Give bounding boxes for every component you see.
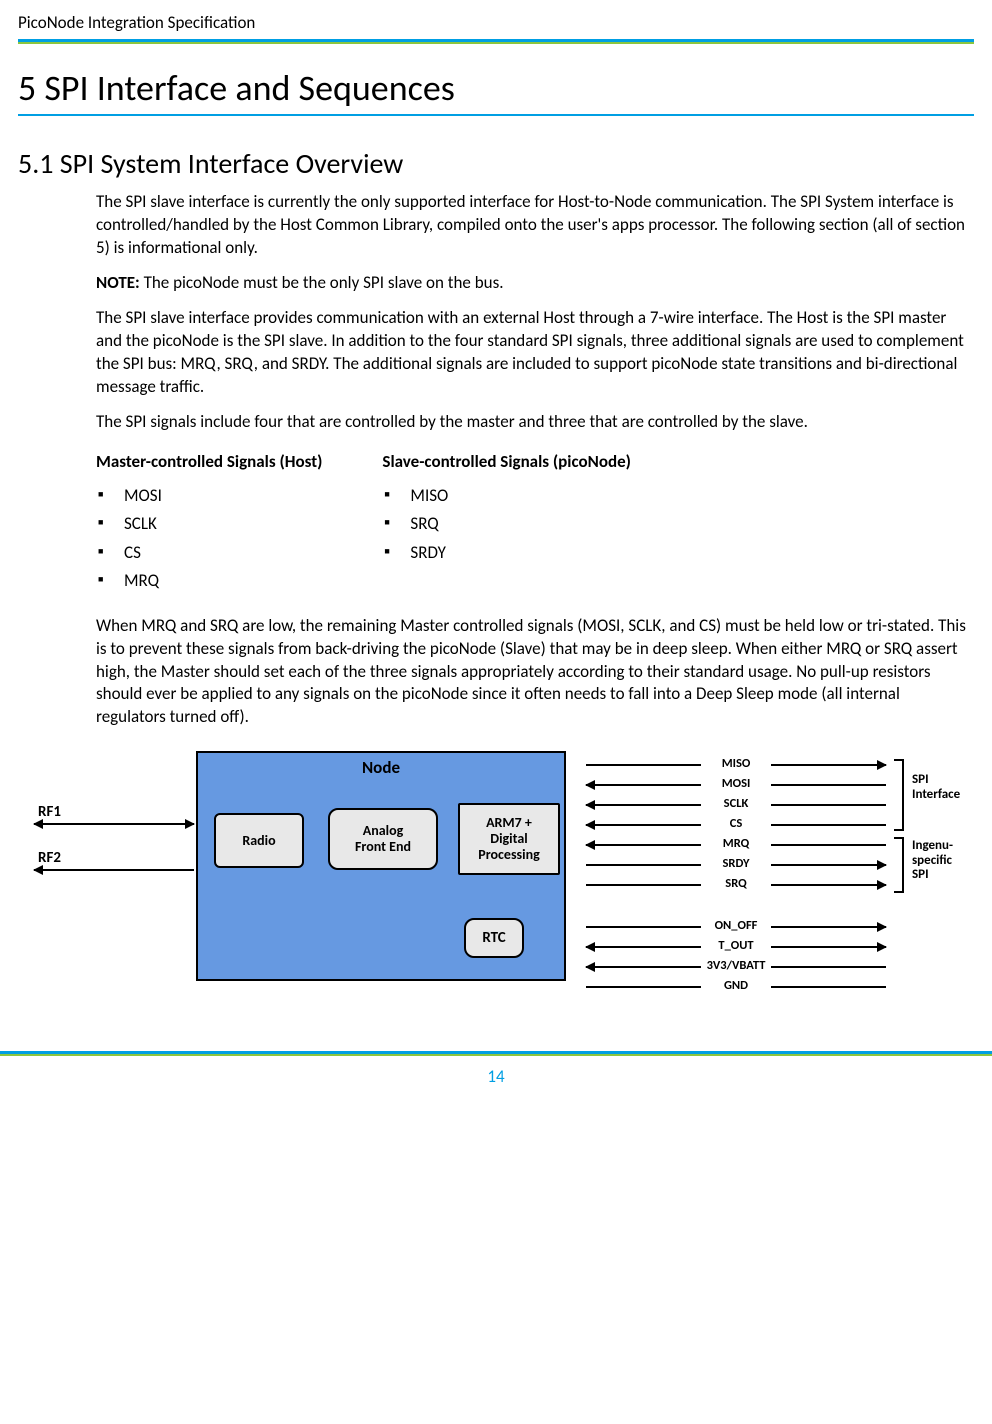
master-signals-column: Master-controlled Signals (Host) MOSISCL… bbox=[96, 451, 322, 594]
list-item: SRQ bbox=[382, 510, 631, 538]
list-item: MOSI bbox=[96, 482, 322, 510]
signal-label: SRDY bbox=[586, 856, 886, 871]
node-box: Node Radio AnalogFront End ARM7 +Digital… bbox=[196, 751, 566, 981]
signal-label: 3V3/VBATT bbox=[586, 958, 886, 973]
list-item: CS bbox=[96, 539, 322, 567]
signal-label: SRQ bbox=[586, 876, 886, 891]
list-item: MRQ bbox=[96, 567, 322, 595]
paragraph-2: The SPI slave interface provides communi… bbox=[96, 307, 966, 399]
slave-signals-title: Slave-controlled Signals (picoNode) bbox=[382, 451, 631, 472]
signal-label: ON_OFF bbox=[586, 918, 886, 933]
signal-label: SCLK bbox=[586, 796, 886, 811]
bracket-spi-label: SPIInterface bbox=[912, 773, 960, 802]
signal-row: MRQ bbox=[586, 835, 886, 855]
list-item: SRDY bbox=[382, 539, 631, 567]
signal-row: SCLK bbox=[586, 795, 886, 815]
bracket-spi bbox=[896, 759, 904, 831]
paragraph-intro: The SPI slave interface is currently the… bbox=[96, 191, 966, 260]
signal-row: 3V3/VBATT bbox=[586, 957, 886, 977]
signal-row: MISO bbox=[586, 755, 886, 775]
master-signals-list: MOSISCLKCSMRQ bbox=[96, 482, 322, 594]
list-item: SCLK bbox=[96, 510, 322, 538]
bracket-ingenu-label: Ingenu-specificSPI bbox=[912, 839, 953, 882]
block-diagram: RF1 RF2 Node Radio AnalogFront End ARM7 … bbox=[96, 741, 992, 1021]
signal-group-power: ON_OFF T_OUT 3V3/VBATT GND bbox=[586, 917, 886, 997]
signal-row: SRQ bbox=[586, 875, 886, 895]
master-signals-title: Master-controlled Signals (Host) bbox=[96, 451, 322, 472]
signal-row: SRDY bbox=[586, 855, 886, 875]
signal-label: GND bbox=[586, 978, 886, 993]
rf1-line bbox=[34, 823, 194, 825]
signal-label: CS bbox=[586, 816, 886, 831]
slave-signals-column: Slave-controlled Signals (picoNode) MISO… bbox=[382, 451, 631, 594]
signal-label: T_OUT bbox=[586, 938, 886, 953]
slave-signals-list: MISOSRQSRDY bbox=[382, 482, 631, 566]
rf2-line bbox=[34, 869, 194, 871]
signal-row: GND bbox=[586, 977, 886, 997]
header-rule bbox=[18, 39, 974, 44]
node-title: Node bbox=[198, 757, 564, 778]
block-afe: AnalogFront End bbox=[328, 808, 438, 870]
paragraph-3: The SPI signals include four that are co… bbox=[96, 411, 966, 434]
paragraph-4: When MRQ and SRQ are low, the remaining … bbox=[96, 615, 966, 730]
heading-1: 5 SPI Interface and Sequences bbox=[18, 66, 974, 116]
paragraph-note: NOTE: The picoNode must be the only SPI … bbox=[96, 272, 966, 295]
block-rtc: RTC bbox=[464, 918, 524, 958]
signal-row: T_OUT bbox=[586, 937, 886, 957]
signal-row: MOSI bbox=[586, 775, 886, 795]
note-text: The picoNode must be the only SPI slave … bbox=[140, 272, 504, 293]
signal-label: MISO bbox=[586, 756, 886, 771]
bracket-ingenu bbox=[896, 837, 904, 893]
signal-label: MRQ bbox=[586, 836, 886, 851]
doc-header: PicoNode Integration Specification bbox=[18, 12, 974, 39]
block-radio: Radio bbox=[214, 813, 304, 868]
note-label: NOTE: bbox=[96, 272, 140, 293]
list-item: MISO bbox=[382, 482, 631, 510]
page-number: 14 bbox=[0, 1056, 992, 1107]
block-arm: ARM7 +DigitalProcessing bbox=[458, 803, 560, 875]
signal-row: CS bbox=[586, 815, 886, 835]
signal-row: ON_OFF bbox=[586, 917, 886, 937]
signal-label: MOSI bbox=[586, 776, 886, 791]
signal-group-spi: MISO MOSI SCLK CS MRQ SRDY SRQ bbox=[586, 755, 886, 895]
heading-2: 5.1 SPI System Interface Overview bbox=[18, 146, 974, 181]
